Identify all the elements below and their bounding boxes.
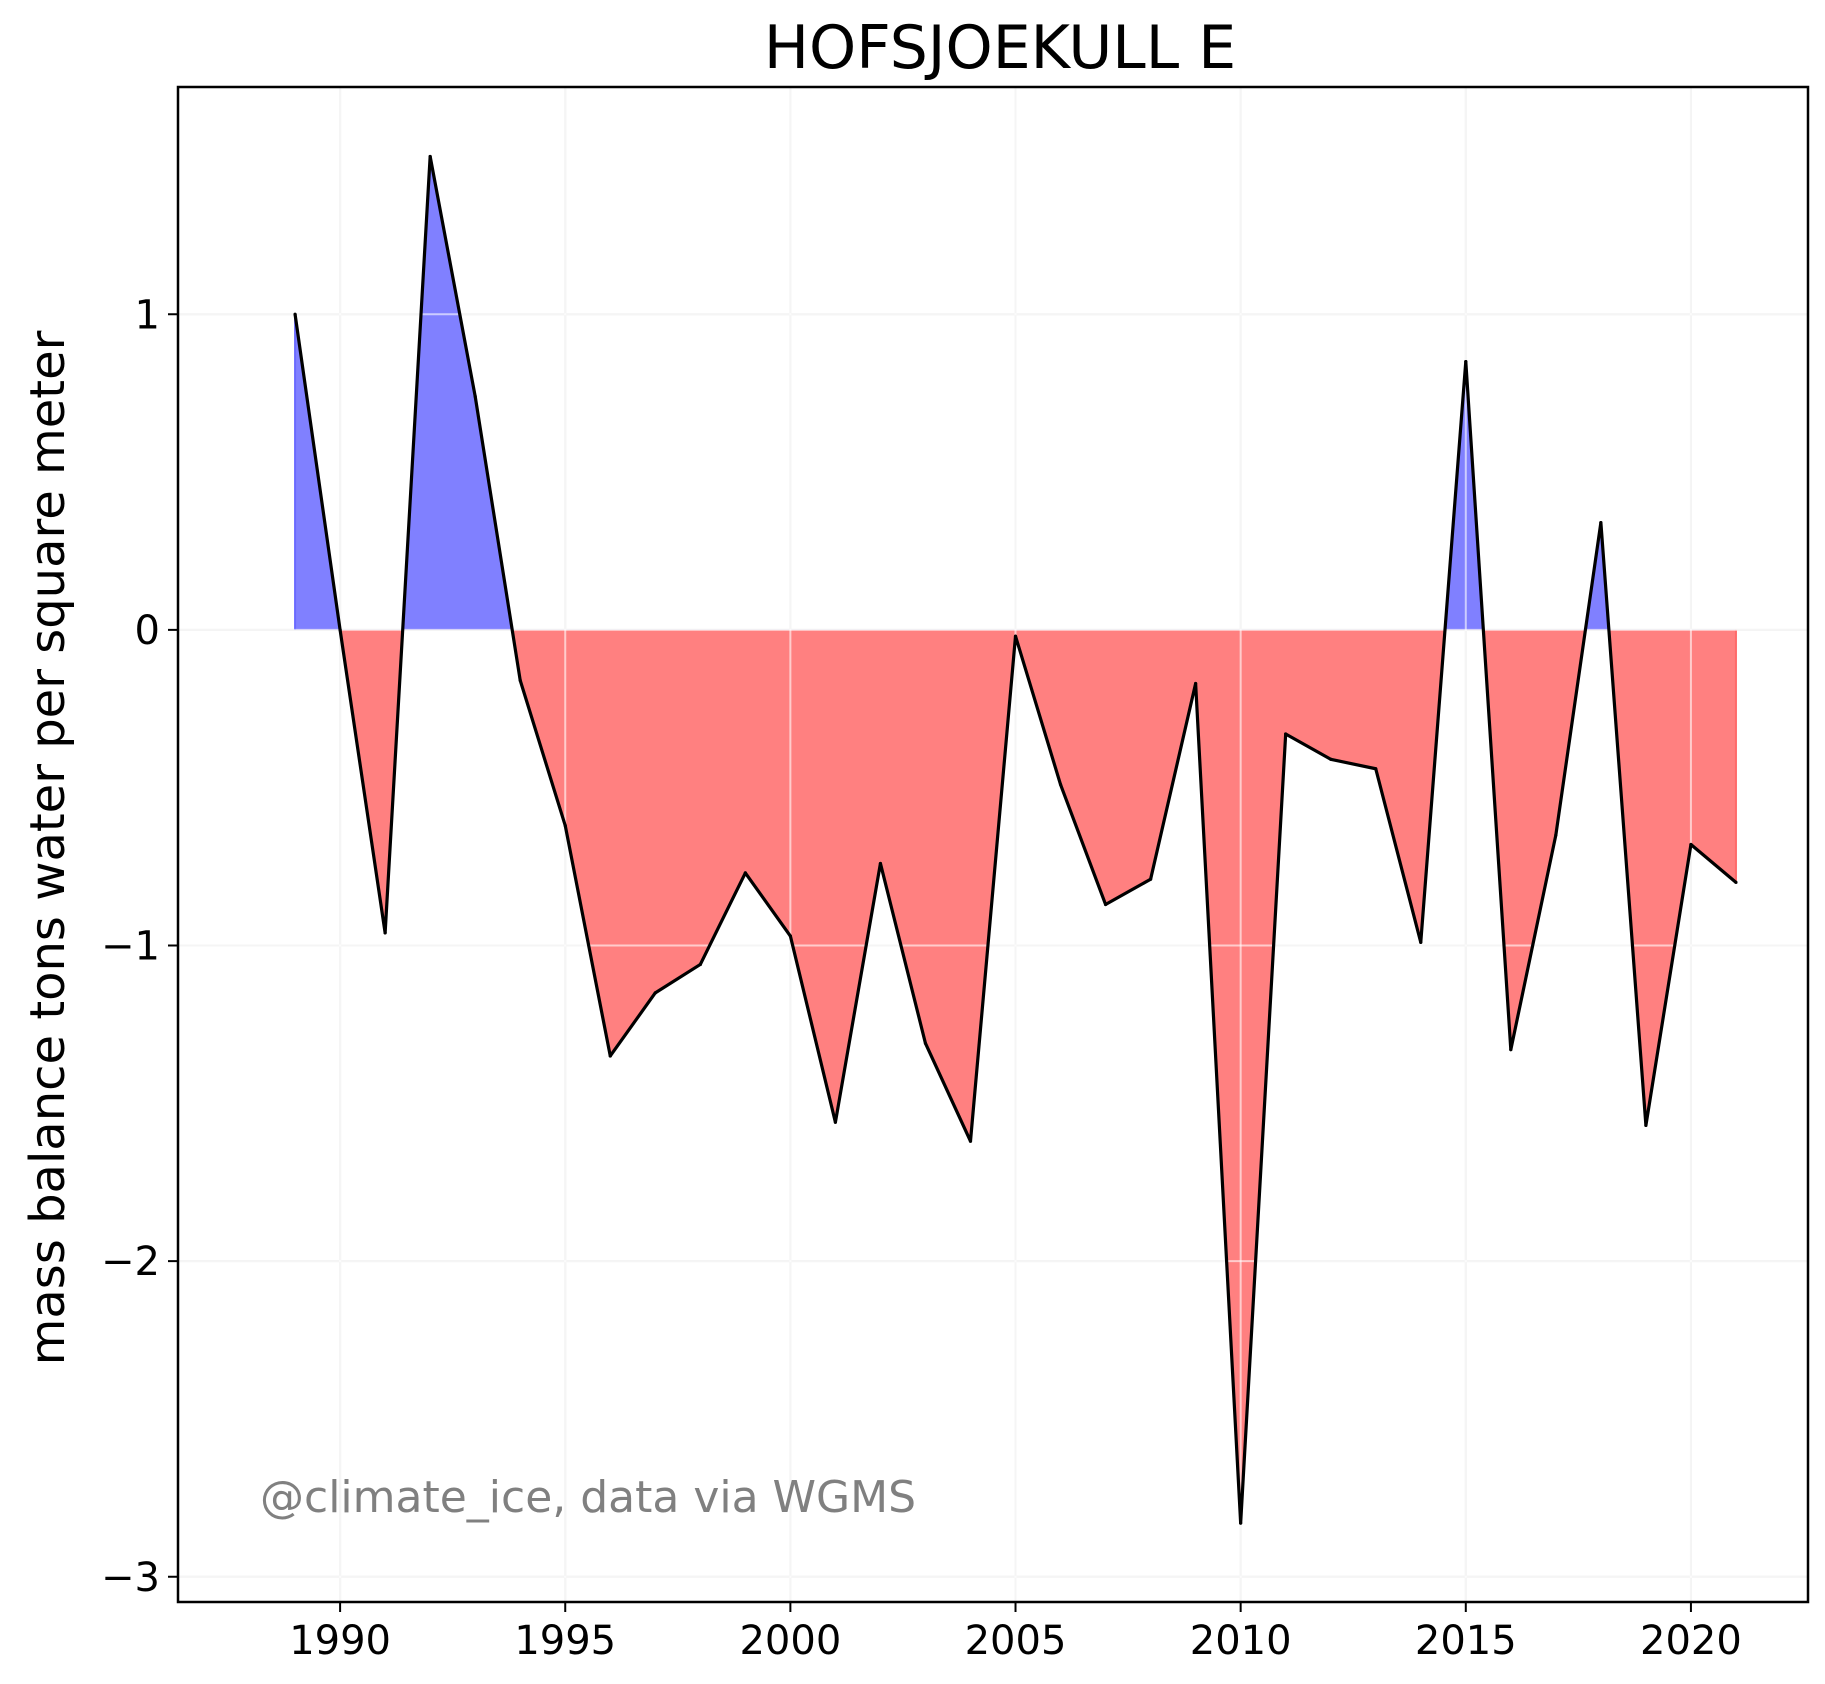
x-axis-ticks: 1990 1995 2000 2005 2010 2015 2020 <box>289 1602 1742 1664</box>
x-tick-label: 2010 <box>1190 1618 1292 1664</box>
x-tick-label: 2000 <box>739 1618 841 1664</box>
data-point <box>878 861 883 866</box>
data-point <box>698 962 702 967</box>
x-tick-label: 1995 <box>514 1618 616 1664</box>
data-point <box>473 394 477 398</box>
x-tick-label: 2020 <box>1640 1618 1742 1664</box>
data-point <box>743 871 747 875</box>
y-axis-label: mass balance tons water per square meter <box>20 330 76 1365</box>
grid-overlay <box>178 87 1808 1602</box>
data-point <box>1644 1123 1648 1128</box>
data-point <box>563 823 567 828</box>
data-point <box>788 934 792 938</box>
data-point <box>923 1041 928 1045</box>
data-point <box>653 991 657 995</box>
data-point <box>1329 757 1333 761</box>
y-tick-label: −2 <box>101 1239 160 1285</box>
x-tick-label: 2015 <box>1415 1618 1517 1664</box>
chart-title: HOFSJOEKULL E <box>764 13 1236 83</box>
data-point <box>1148 877 1153 881</box>
data-point <box>1103 902 1108 907</box>
y-axis-ticks: −3 −2 −1 0 1 <box>101 292 178 1601</box>
x-tick-label: 1990 <box>289 1618 391 1664</box>
credit-annotation: @climate_ice, data via WGMS <box>260 1472 916 1523</box>
y-tick-label: 1 <box>135 292 160 338</box>
data-point <box>968 1139 973 1143</box>
negative-balance-area <box>295 629 1736 1524</box>
data-point <box>1689 842 1693 847</box>
data-point <box>1284 732 1288 736</box>
plot-frame <box>176 85 1810 1604</box>
data-point <box>293 312 297 316</box>
data-point <box>1734 880 1738 884</box>
data-point <box>383 931 387 935</box>
y-tick-label: −3 <box>101 1555 160 1601</box>
data-point <box>1058 782 1063 787</box>
data-point <box>833 1120 838 1124</box>
data-point <box>1599 520 1603 525</box>
fill-areas <box>294 156 1737 1524</box>
data-point <box>1239 1521 1243 1525</box>
x-tick-label: 2005 <box>965 1618 1067 1664</box>
data-points <box>293 154 1738 1525</box>
data-point <box>1194 681 1198 686</box>
data-point <box>1554 833 1558 837</box>
data-point <box>1013 634 1018 638</box>
data-point <box>338 628 342 632</box>
data-point <box>608 1054 612 1058</box>
data-point <box>1464 359 1468 364</box>
data-point <box>428 154 432 159</box>
data-point <box>1374 767 1378 771</box>
positive-balance-area <box>295 156 1736 630</box>
y-tick-label: −1 <box>101 924 160 970</box>
data-point <box>1509 1048 1513 1052</box>
data-point <box>518 678 522 682</box>
data-point <box>1419 940 1423 944</box>
y-tick-label: 0 <box>135 608 160 654</box>
